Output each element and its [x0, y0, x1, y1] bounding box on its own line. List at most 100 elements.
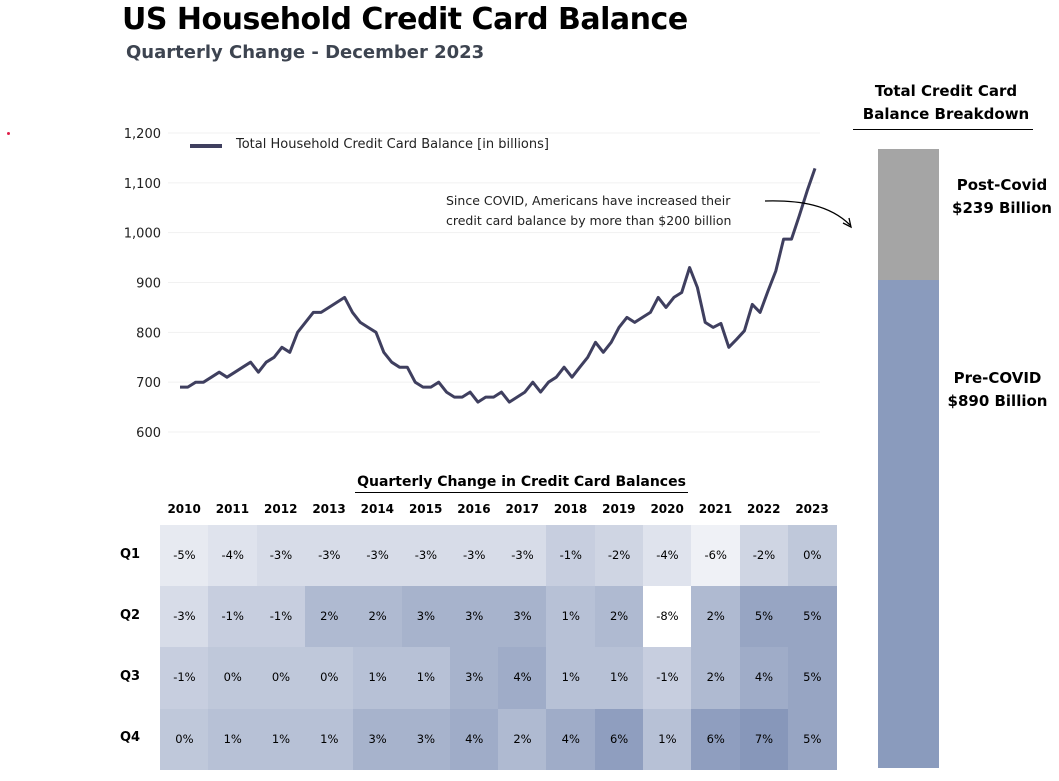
cell-value: 1% — [561, 609, 580, 624]
cell-value: 2% — [513, 731, 532, 746]
page-subtitle: Quarterly Change - December 2023 — [126, 42, 485, 63]
heatmap-cell: 2% — [304, 586, 354, 648]
cell-value: 5% — [803, 731, 822, 746]
balance-series-line — [180, 167, 817, 404]
annotation-arrow — [764, 200, 851, 226]
heatmap-cell: 0% — [160, 708, 209, 771]
pre-covid-label: Pre-COVID $890 Billion — [940, 367, 1055, 413]
cell-value: 3% — [416, 609, 436, 624]
cell-value: 5% — [803, 609, 822, 624]
heatmap-cell: 1% — [643, 708, 692, 771]
column-header: 2022 — [747, 502, 781, 516]
cell-value: 5% — [754, 609, 774, 624]
heatmap-cell: -3% — [498, 525, 547, 587]
cell-value: 4% — [754, 670, 774, 685]
row-header: Q4 — [120, 730, 141, 746]
y-tick-label: 700 — [136, 376, 161, 391]
cell-value: 0% — [175, 731, 194, 746]
heatmap-cell: 2% — [498, 708, 547, 771]
breakdown-title: Total Credit Card Balance Breakdown — [850, 80, 1042, 126]
heatmap-cell: 2% — [691, 586, 741, 648]
cell-value: -1% — [559, 548, 582, 562]
heatmap-cell: 4% — [739, 647, 789, 710]
heatmap-cell: 6% — [594, 708, 644, 771]
column-header: 2010 — [167, 502, 201, 516]
cell-value: 4% — [561, 731, 580, 746]
cell-value: 2% — [706, 670, 725, 685]
cell-value: -3% — [414, 548, 438, 562]
heatmap-cell: -4% — [643, 525, 692, 587]
heatmap-cell: -4% — [208, 525, 258, 587]
y-tick-label: 1,100 — [124, 177, 161, 192]
y-tick-label: 1,200 — [124, 127, 161, 142]
cell-value: 0% — [271, 670, 291, 685]
y-tick-label: 600 — [136, 426, 161, 441]
post-covid-name: Post-Covid — [956, 176, 1048, 194]
heatmap-cell: -3% — [449, 525, 499, 587]
heatmap-cell: -6% — [691, 525, 741, 587]
heatmap-cell: -5% — [160, 525, 209, 587]
cell-value: -1% — [173, 670, 196, 685]
cell-value: 3% — [465, 609, 484, 624]
cell-value: 0% — [223, 670, 242, 685]
cell-value: -4% — [221, 548, 244, 562]
column-header: 2017 — [505, 502, 539, 516]
column-header: 2020 — [650, 502, 684, 516]
column-header: 2012 — [264, 502, 298, 516]
column-header: 2015 — [408, 502, 443, 516]
heatmap-cell: 6% — [691, 708, 741, 771]
cell-value: 2% — [609, 609, 629, 624]
heatmap-cell: -3% — [160, 586, 209, 648]
cell-value: 3% — [368, 731, 387, 746]
y-tick-label: 1,000 — [124, 227, 161, 242]
heatmap-cell: 7% — [739, 708, 789, 771]
cell-value: -3% — [462, 548, 486, 562]
column-header: 2016 — [457, 502, 491, 516]
bar-segment-pre-covid — [878, 280, 939, 768]
heatmap-cell: 2% — [594, 586, 644, 648]
cell-value: 6% — [706, 731, 725, 746]
cell-value: 3% — [465, 670, 484, 685]
cell-value: 4% — [513, 670, 532, 685]
breakdown-title-line-2: Balance Breakdown — [862, 105, 1030, 123]
heatmap-cell: 1% — [208, 708, 258, 771]
column-header: 2023 — [795, 502, 829, 516]
heatmap-cell: 0% — [304, 647, 354, 710]
cell-value: 1% — [223, 731, 242, 746]
cell-value: -3% — [269, 548, 293, 562]
heatmap-cell: -1% — [160, 647, 209, 710]
annotation-line-1: Since COVID, Americans have increased th… — [446, 193, 731, 208]
row-header: Q3 — [120, 669, 141, 684]
post-covid-value: $239 Billion — [952, 199, 1052, 217]
heatmap-cell: 3% — [401, 708, 451, 771]
heatmap-cell: -2% — [594, 525, 644, 587]
column-header: 2013 — [312, 502, 346, 516]
cell-value: -3% — [318, 548, 341, 562]
heatmap-cell: -1% — [643, 647, 692, 710]
annotation-line-2: credit card balance by more than $200 bi… — [446, 213, 731, 228]
breakdown-bar — [878, 149, 939, 768]
cell-value: 5% — [803, 670, 822, 685]
cell-value: -3% — [511, 548, 534, 562]
cell-value: 1% — [320, 731, 339, 746]
cell-value: 3% — [513, 609, 532, 624]
cell-value: -1% — [656, 670, 679, 685]
heatmap-cell: 1% — [546, 586, 596, 648]
row-header: Q1 — [120, 546, 141, 562]
heatmap-cell: 1% — [401, 647, 451, 710]
heatmap-cell: 5% — [787, 586, 837, 648]
heatmap-cell: 3% — [498, 586, 547, 648]
heatmap-cell: -1% — [256, 586, 306, 648]
heatmap-cell: -8% — [643, 586, 692, 648]
heatmap-cell: 2% — [691, 647, 741, 710]
heatmap-cell: 4% — [498, 647, 547, 710]
cell-value: 2% — [368, 609, 387, 624]
cell-value: 1% — [658, 731, 677, 746]
column-header: 2018 — [553, 502, 588, 516]
legend-label: Total Household Credit Card Balance [in … — [235, 137, 549, 152]
heatmap-cell: 1% — [304, 708, 354, 771]
cell-value: 2% — [320, 609, 339, 624]
cell-value: 1% — [368, 670, 387, 685]
